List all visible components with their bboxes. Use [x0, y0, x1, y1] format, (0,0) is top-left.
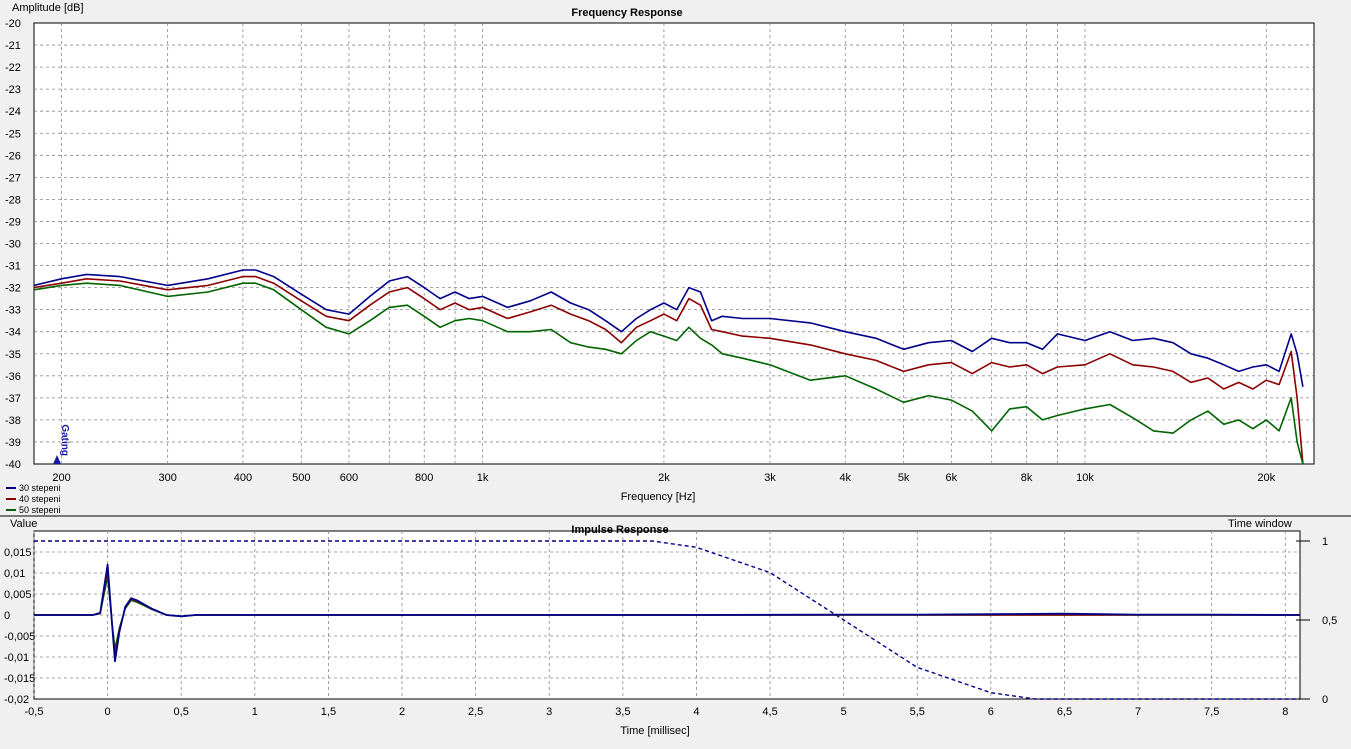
gating-marker-arrow: [53, 455, 61, 464]
impulse-x-tick-label: 0,5: [174, 706, 189, 718]
impulse-y-tick-label: -0,005: [4, 631, 35, 643]
impulse-x-tick-label: 2: [399, 706, 405, 718]
impulse-x-tick-label: 1: [252, 706, 258, 718]
frequency-x-tick-label: 4k: [839, 472, 851, 484]
impulse-chart-title: Impulse Response: [571, 524, 668, 536]
impulse-x-tick-label: 2,5: [468, 706, 483, 718]
frequency-x-tick-label: 5k: [898, 472, 910, 484]
impulse-x-tick-label: 5: [841, 706, 847, 718]
impulse-x-tick-label: 5,5: [910, 706, 925, 718]
frequency-x-axis-label: Frequency [Hz]: [621, 491, 696, 503]
frequency-chart-title: Frequency Response: [571, 7, 682, 19]
frequency-x-ticks: 200 300 400 500 600 800 1k 2k 3k 4k 5k 6k 8k 10k 20k: [52, 472, 1275, 484]
frequency-x-tick-label: 8k: [1021, 472, 1033, 484]
frequency-x-tick-label: 6k: [946, 472, 958, 484]
frequency-y-tick-label: -36: [5, 371, 21, 383]
frequency-x-tick-label: 2k: [658, 472, 670, 484]
frequency-grid: [34, 23, 1314, 464]
impulse-x-tick-label: 7,5: [1204, 706, 1219, 718]
impulse-window-ticks: 10,50: [1296, 536, 1337, 706]
gating-marker[interactable]: Gating: [53, 424, 70, 464]
frequency-x-tick-label: 600: [340, 472, 358, 484]
legend-entry-label: 40 stepeni: [19, 494, 61, 504]
impulse-series-group: [34, 540, 1300, 700]
impulse-x-tick-label: 4,5: [762, 706, 777, 718]
frequency-series-line-2[interactable]: [33, 275, 1304, 465]
impulse-x-tick-label: 3,5: [615, 706, 630, 718]
impulse-y-tick-label: 0,015: [4, 547, 32, 559]
impulse-x-tick-label: -0,5: [25, 706, 44, 718]
frequency-y-tick-label: -21: [5, 40, 21, 52]
impulse-x-ticks: -0,5 0 0,5 1 1,5 2 2,5 3 3,5 4 4,5 5 5,5 6 6,5 7 7,5 8: [25, 706, 1289, 718]
impulse-x-tick-label: 6,5: [1057, 706, 1072, 718]
frequency-y-tick-label: -31: [5, 261, 21, 273]
frequency-y-tick-label: -35: [5, 349, 21, 361]
gating-marker-label: Gating: [59, 424, 70, 456]
frequency-y-tick-label: -26: [5, 150, 21, 162]
impulse-x-tick-label: 0: [105, 706, 111, 718]
frequency-y-tick-label: -38: [5, 415, 21, 427]
frequency-x-tick-label: 3k: [764, 472, 776, 484]
frequency-x-tick-label: 300: [158, 472, 176, 484]
frequency-response-panel: -20 -21 -22 -23 -24 -25 -26 -27 -28 -29 -30 -31 -32 -…: [5, 2, 1315, 515]
impulse-y-tick-label: 0,01: [4, 568, 25, 580]
frequency-y-axis-label: Amplitude [dB]: [12, 2, 84, 14]
impulse-x-tick-label: 4: [693, 706, 699, 718]
time-window-axis-label: Time window: [1228, 518, 1292, 530]
frequency-y-tick-label: -29: [5, 216, 21, 228]
window-tick-label: 0: [1322, 694, 1328, 706]
impulse-x-tick-label: 8: [1282, 706, 1288, 718]
frequency-series-line-3[interactable]: [33, 282, 1304, 465]
frequency-y-tick-label: -27: [5, 172, 21, 184]
frequency-y-ticks: -20 -21 -22 -23 -24 -25 -26 -27 -28 -29 -30 -31 -32 -…: [5, 18, 21, 471]
impulse-y-tick-label: 0: [4, 610, 10, 622]
frequency-x-tick-label: 1k: [477, 472, 489, 484]
frequency-y-tick-label: -40: [5, 459, 21, 471]
impulse-x-tick-label: 6: [988, 706, 994, 718]
impulse-x-axis-label: Time [millisec]: [620, 725, 689, 737]
frequency-x-tick-label: 800: [415, 472, 433, 484]
impulse-y-tick-label: -0,02: [4, 694, 29, 706]
frequency-x-tick-label: 10k: [1076, 472, 1094, 484]
impulse-y-tick-label: -0,01: [4, 652, 29, 664]
frequency-y-tick-label: -23: [5, 84, 21, 96]
frequency-y-tick-label: -22: [5, 62, 21, 74]
impulse-y-tick-label: 0,005: [4, 589, 32, 601]
window-tick-label: 1: [1322, 536, 1328, 548]
frequency-plot-area[interactable]: [33, 22, 1315, 465]
impulse-y-tick-label: -0,015: [4, 673, 35, 685]
impulse-x-tick-label: 3: [546, 706, 552, 718]
frequency-y-tick-label: -32: [5, 283, 21, 295]
impulse-y-axis-label: Value: [10, 518, 37, 530]
frequency-y-tick-label: -28: [5, 194, 21, 206]
frequency-y-tick-label: -25: [5, 128, 21, 140]
frequency-x-tick-label: 200: [52, 472, 70, 484]
frequency-series-line-1[interactable]: [33, 269, 1304, 387]
impulse-y-ticks: 0,015 0,01 0,005 0 -0,005 -0,01 -0,015 -0,02: [4, 547, 35, 706]
frequency-y-tick-label: -33: [5, 305, 21, 317]
frequency-y-tick-label: -20: [5, 18, 21, 30]
frequency-y-tick-label: -34: [5, 327, 21, 339]
frequency-y-tick-label: -37: [5, 393, 21, 405]
impulse-x-tick-label: 7: [1135, 706, 1141, 718]
frequency-x-tick-label: 500: [292, 472, 310, 484]
frequency-y-tick-label: -30: [5, 239, 21, 251]
window-tick-label: 0,5: [1322, 615, 1337, 627]
legend-entry-label: 50 stepeni: [19, 505, 61, 515]
frequency-y-tick-label: -39: [5, 437, 21, 449]
frequency-y-tick-label: -24: [5, 106, 21, 118]
frequency-x-tick-label: 20k: [1257, 472, 1275, 484]
frequency-series-group: [33, 269, 1304, 465]
time-window-curve[interactable]: [34, 540, 1300, 700]
impulse-x-tick-label: 1,5: [321, 706, 336, 718]
impulse-series-line-1[interactable]: [34, 563, 1300, 663]
legend-entry-label: 30 stepeni: [19, 483, 61, 493]
frequency-x-tick-label: 400: [234, 472, 252, 484]
